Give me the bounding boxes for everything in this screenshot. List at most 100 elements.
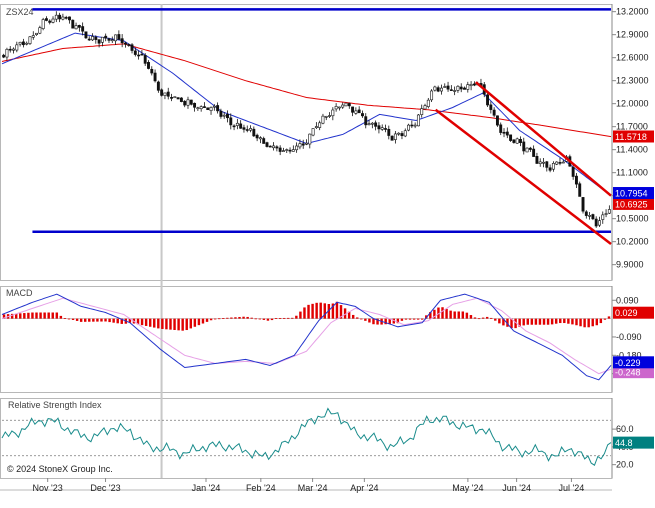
macd-histogram-bar (295, 315, 298, 319)
candle-body (21, 41, 25, 46)
macd-histogram-bar (234, 317, 237, 319)
macd-histogram-bar (35, 312, 38, 319)
candle-body (160, 89, 164, 96)
macd-histogram-bar (335, 301, 339, 319)
macd-histogram-bar (526, 318, 529, 325)
candle-body (255, 134, 259, 139)
macd-histogram-bar (546, 318, 550, 325)
candle (548, 164, 552, 173)
candle (179, 97, 183, 103)
candle (334, 103, 338, 112)
macd-histogram-bar (108, 318, 111, 323)
candle-body (370, 122, 374, 125)
candle-body (123, 42, 127, 45)
macd-histogram-bar (307, 304, 310, 319)
candle-body (515, 138, 519, 144)
candle-body (107, 38, 111, 41)
macd-histogram-bar (542, 318, 546, 325)
rsi-line (1, 407, 612, 466)
candle-body (463, 87, 466, 90)
candle (364, 113, 368, 129)
candle (153, 69, 157, 83)
candle-body (337, 106, 341, 109)
candle-body (5, 48, 9, 58)
candle (318, 120, 322, 131)
candle (143, 53, 147, 66)
macd-histogram-bar (193, 318, 197, 327)
macd-histogram-bar (579, 318, 582, 327)
candle (12, 47, 15, 54)
macd-histogram-bar (128, 318, 132, 323)
macd-histogram-bar (465, 312, 469, 319)
candle-body (449, 89, 453, 91)
price-label-last-text: 10.6925 (615, 199, 648, 209)
candle-body (179, 97, 183, 102)
macd-histogram-bar (339, 305, 343, 319)
y-tick-label: 12.9000 (616, 30, 649, 40)
macd-histogram-bar (388, 318, 391, 324)
macd-signal-line (1, 297, 612, 375)
price-label-ma-slow-text: 11.5718 (615, 132, 647, 142)
macd-histogram-bar (485, 316, 489, 319)
candle (519, 136, 522, 147)
macd-histogram-bar (209, 318, 213, 321)
candle-body (173, 96, 177, 99)
macd-histogram-bar (153, 318, 156, 328)
candle-body (420, 108, 424, 115)
candle-body (114, 34, 118, 42)
candle-body (120, 38, 124, 44)
macd-histogram-bar (502, 318, 505, 326)
candle (538, 158, 542, 167)
macd-histogram-bar (477, 318, 481, 320)
candle-body (166, 91, 170, 97)
macd-histogram-bar (181, 318, 184, 331)
candle-body (440, 87, 443, 92)
candle-body (219, 110, 223, 117)
candle (61, 13, 65, 21)
candle-body (68, 16, 71, 21)
channel-line-1 (434, 108, 612, 245)
macd-label-histogram: 0.029 (613, 306, 654, 319)
candle-body (548, 167, 552, 171)
price-label-ma-fast-bg (613, 187, 654, 200)
candle (374, 120, 378, 131)
candle (588, 212, 592, 220)
candle-body (41, 19, 45, 29)
macd-histogram-bar (136, 318, 140, 325)
candle (594, 216, 598, 228)
candle-body (380, 127, 384, 130)
macd-histogram-bar (347, 311, 351, 319)
macd-histogram-bar (169, 318, 172, 330)
macd-histogram-bar (51, 312, 54, 319)
candle-body (403, 130, 407, 137)
macd-histogram-bar (226, 317, 229, 319)
candle (186, 96, 190, 109)
macd-label-histogram-bg (613, 306, 654, 319)
macd-histogram-bar (343, 308, 347, 319)
candle-body (571, 167, 575, 177)
candle (140, 49, 144, 56)
candle-body (492, 109, 496, 116)
candle (486, 92, 490, 107)
candle (150, 66, 154, 76)
candle-body (48, 20, 52, 23)
candle-body (170, 97, 173, 99)
candle (370, 122, 374, 129)
macd-histogram-bar (177, 318, 180, 331)
candle (235, 118, 239, 130)
macd-histogram-bar (372, 318, 375, 325)
candle-body (499, 124, 503, 133)
candle-body (235, 122, 239, 126)
y-tick-label: 11.7000 (616, 122, 648, 132)
candle-body (486, 94, 490, 106)
candle (377, 122, 381, 134)
candle (433, 85, 437, 92)
candle (571, 163, 575, 180)
macd-histogram-bar (453, 311, 456, 319)
macd-histogram-bar (530, 318, 534, 325)
candle-body (12, 48, 15, 51)
macd-histogram-bar (92, 318, 95, 322)
macd-histogram-bar (449, 310, 452, 319)
